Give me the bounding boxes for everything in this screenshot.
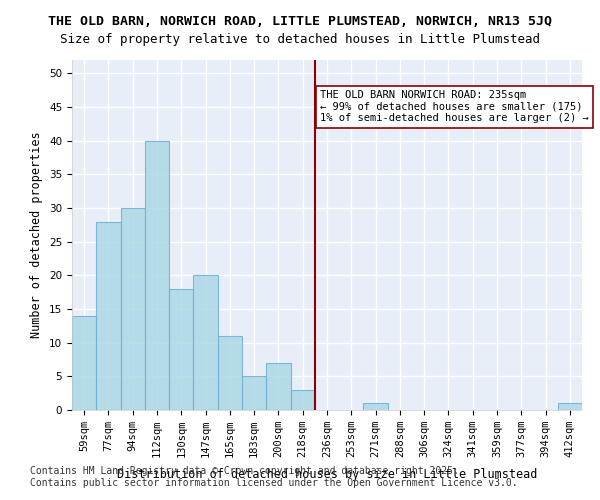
Bar: [242, 376, 266, 410]
Bar: [290, 390, 315, 410]
Bar: [145, 141, 169, 410]
Bar: [121, 208, 145, 410]
Bar: [193, 276, 218, 410]
Bar: [72, 316, 96, 410]
Bar: [364, 404, 388, 410]
Bar: [558, 404, 582, 410]
Text: THE OLD BARN, NORWICH ROAD, LITTLE PLUMSTEAD, NORWICH, NR13 5JQ: THE OLD BARN, NORWICH ROAD, LITTLE PLUMS…: [48, 15, 552, 28]
Bar: [96, 222, 121, 410]
Bar: [266, 363, 290, 410]
Bar: [169, 289, 193, 410]
Text: THE OLD BARN NORWICH ROAD: 235sqm
← 99% of detached houses are smaller (175)
1% : THE OLD BARN NORWICH ROAD: 235sqm ← 99% …: [320, 90, 589, 124]
X-axis label: Distribution of detached houses by size in Little Plumstead: Distribution of detached houses by size …: [117, 468, 537, 481]
Text: Contains HM Land Registry data © Crown copyright and database right 2025.
Contai: Contains HM Land Registry data © Crown c…: [30, 466, 518, 487]
Y-axis label: Number of detached properties: Number of detached properties: [31, 132, 43, 338]
Bar: [218, 336, 242, 410]
Text: Size of property relative to detached houses in Little Plumstead: Size of property relative to detached ho…: [60, 32, 540, 46]
